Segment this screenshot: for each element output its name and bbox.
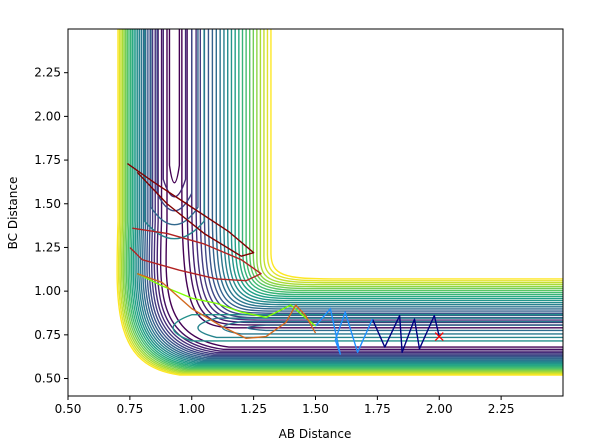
contour-line — [230, 29, 563, 302]
y-tick-label: 1.00 — [34, 284, 61, 298]
contour-line — [132, 29, 563, 366]
x-tick-label: 2.25 — [488, 402, 515, 416]
y-axis-ticks: 0.50 0.75 1.00 1.25 1.50 1.75 2.00 2.25 — [34, 66, 68, 386]
contour-line — [221, 321, 563, 335]
contour-line — [144, 29, 563, 359]
contour-line — [165, 29, 563, 348]
contour-line — [172, 314, 563, 342]
start-marker — [434, 332, 444, 342]
contour-line — [249, 29, 563, 292]
contour-line — [252, 29, 563, 290]
y-tick-label: 2.25 — [34, 66, 61, 80]
contour-line — [223, 29, 563, 306]
x-tick-label: 1.25 — [240, 402, 267, 416]
contour-line — [129, 29, 563, 368]
contour-line — [127, 29, 563, 369]
contour-line — [144, 29, 205, 240]
contour-line — [238, 29, 563, 298]
y-tick-label: 2.00 — [34, 109, 61, 123]
contour-line — [116, 29, 563, 376]
trajectory-segment-4 — [129, 227, 262, 282]
contour-line — [234, 29, 563, 300]
trajectory-lines — [126, 162, 440, 355]
trajectory-segment-3 — [137, 273, 317, 340]
contour-line — [241, 29, 563, 296]
contour-line — [211, 29, 563, 312]
contour-line — [117, 29, 563, 375]
y-tick-label: 0.75 — [34, 328, 61, 342]
contour-line — [146, 29, 563, 358]
trajectory-segment-2 — [136, 273, 316, 327]
contour-line — [256, 29, 563, 288]
contour-line — [148, 29, 563, 357]
x-tick-label: 1.00 — [178, 402, 205, 416]
contour-line — [219, 29, 563, 308]
contour-line — [136, 29, 563, 364]
y-tick-label: 1.25 — [34, 240, 61, 254]
y-axis-label: BC Distance — [6, 177, 20, 250]
contour-line — [124, 29, 563, 371]
y-tick-label: 1.50 — [34, 197, 61, 211]
contour-line — [125, 29, 563, 370]
start-marker-stroke — [434, 332, 444, 342]
contour-line — [134, 29, 563, 365]
y-tick-label: 1.75 — [34, 153, 61, 167]
contour-line — [259, 29, 563, 286]
contour-line — [195, 29, 563, 321]
contour-line — [266, 29, 563, 282]
trajectory-segment-0 — [371, 314, 440, 354]
contour-line — [197, 317, 563, 339]
contour-line — [270, 29, 563, 280]
x-tick-label: 1.75 — [364, 402, 391, 416]
contour-line — [227, 29, 563, 304]
x-tick-label: 0.50 — [55, 402, 82, 416]
trajectory-segment-1 — [314, 307, 374, 355]
x-tick-label: 2.00 — [426, 402, 453, 416]
contour-line — [150, 29, 199, 226]
contour-line — [215, 29, 563, 310]
contour-line — [168, 29, 181, 184]
contour-line — [159, 29, 563, 351]
contour-line — [139, 29, 563, 361]
contour-line — [153, 29, 563, 354]
contour-line — [130, 29, 563, 367]
x-tick-label: 1.50 — [302, 402, 329, 416]
contour-line — [156, 29, 563, 352]
contour-line — [150, 29, 563, 355]
contour-line — [186, 29, 563, 326]
contour-line — [119, 29, 563, 374]
contour-line — [246, 324, 563, 332]
trajectory-segment-5 — [126, 162, 255, 257]
contour-line — [141, 29, 563, 360]
y-tick-label: 0.50 — [34, 372, 61, 386]
contour-line — [138, 29, 563, 363]
contour-line — [207, 29, 563, 314]
x-axis-ticks: 0.50 0.75 1.00 1.25 1.50 1.75 2.00 2.25 — [55, 396, 515, 416]
contour-line — [245, 29, 563, 294]
x-axis-label: AB Distance — [279, 427, 352, 441]
contour-line — [120, 29, 563, 373]
contour-line — [122, 29, 563, 372]
contour-lines — [116, 29, 563, 376]
contour-line — [263, 29, 563, 284]
contour-line — [162, 29, 187, 198]
x-tick-label: 0.75 — [117, 402, 144, 416]
